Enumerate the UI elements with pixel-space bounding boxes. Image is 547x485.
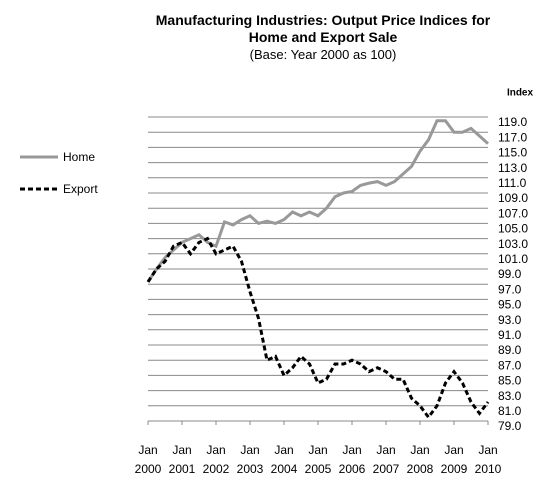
y-tick-label: 99.0 (498, 267, 522, 281)
y-tick-label: 83.0 (498, 389, 522, 403)
chart-subtitle: (Base: Year 2000 as 100) (249, 47, 397, 62)
y-axis-label: Index (507, 88, 534, 99)
y-tick-label: 107.0 (498, 206, 528, 220)
y-tick-label: 115.0 (498, 146, 527, 160)
chart-title: Manufacturing Industries: Output Price I… (155, 12, 491, 45)
y-tick-label: 81.0 (498, 404, 522, 418)
y-tick-label: 101.0 (498, 252, 528, 266)
y-tick-label: 117.0 (498, 130, 527, 144)
y-tick-label: 105.0 (498, 222, 528, 236)
x-tick-label: Jan 2000 (134, 443, 162, 476)
x-tick-label: Jan 2009 (440, 443, 468, 476)
x-tick-label: Jan 2010 (474, 443, 502, 476)
series-line (146, 119, 489, 283)
x-tick-label: Jan 2003 (236, 443, 264, 476)
x-tick-label: Jan 2006 (338, 443, 366, 476)
legend-label: Export (63, 182, 98, 196)
y-tick-label: 85.0 (498, 374, 522, 388)
y-tick-label: 91.0 (498, 328, 522, 342)
y-tick-label: 119.0 (498, 115, 527, 129)
y-tick-label: 79.0 (498, 419, 522, 433)
y-tick-label: 87.0 (498, 358, 522, 372)
x-tick-label: Jan 2004 (270, 443, 298, 476)
y-tick-label: 95.0 (498, 298, 522, 312)
y-tick-label: 89.0 (498, 343, 522, 357)
y-tick-label: 103.0 (498, 237, 528, 251)
x-tick-label: Jan 2001 (168, 443, 196, 476)
x-tick-label: Jan 2002 (202, 443, 230, 476)
x-tick-label: Jan 2005 (304, 443, 332, 476)
y-tick-label: 111.0 (498, 176, 527, 190)
x-tick-label: Jan 2008 (406, 443, 434, 476)
y-tick-label: 97.0 (498, 282, 522, 296)
series-line (146, 236, 490, 420)
legend-label: Home (63, 150, 95, 164)
y-tick-label: 93.0 (498, 313, 522, 327)
y-tick-label: 113.0 (498, 161, 527, 175)
y-tick-label: 109.0 (498, 191, 528, 205)
x-tick-label: Jan 2007 (372, 443, 400, 476)
